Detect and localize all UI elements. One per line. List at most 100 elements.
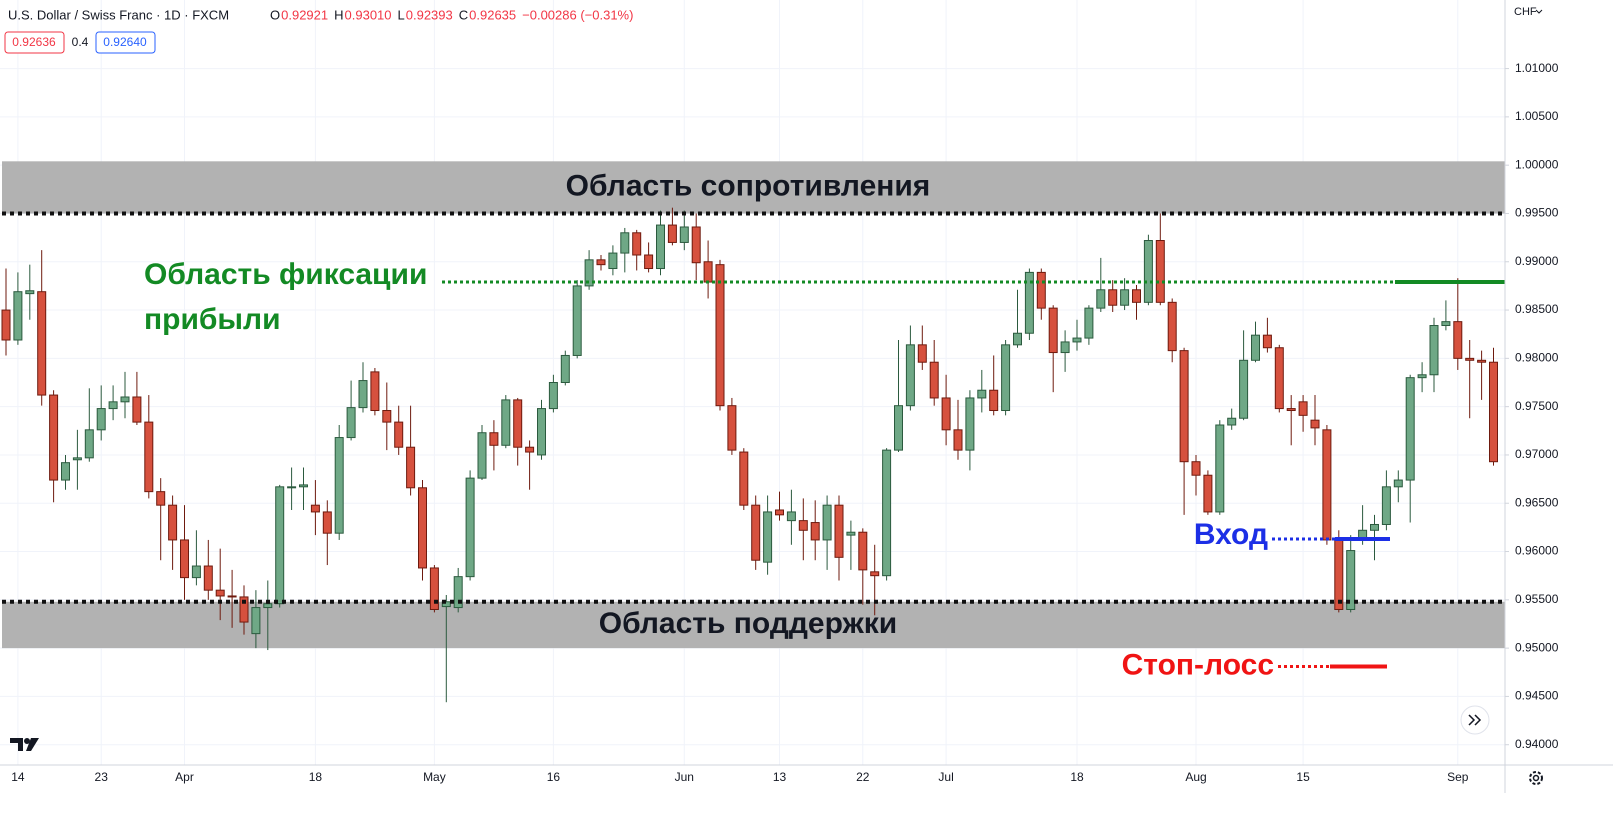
candle-body xyxy=(751,504,761,561)
candle-body xyxy=(941,397,951,431)
candle-body xyxy=(441,601,451,608)
candle-body xyxy=(275,486,285,605)
candle-body xyxy=(108,401,118,410)
candle-body xyxy=(1013,332,1022,346)
candle-body xyxy=(656,224,665,270)
candles xyxy=(1,207,1498,703)
candle-body xyxy=(501,399,511,446)
y-tick-label: 0.99000 xyxy=(1515,254,1559,268)
candle-body xyxy=(1120,289,1130,306)
candle-body xyxy=(1084,307,1094,339)
candle-body xyxy=(299,484,308,488)
candle-body xyxy=(513,399,523,448)
candle-body xyxy=(953,429,963,451)
candle-body xyxy=(156,491,166,506)
candle-body xyxy=(667,224,677,243)
candle-body xyxy=(739,451,749,506)
candle-body xyxy=(1203,474,1213,513)
candle-body xyxy=(96,408,106,431)
candle-body xyxy=(453,576,463,609)
candle-body xyxy=(358,380,368,409)
bid-badge[interactable] xyxy=(4,31,65,54)
candle-body xyxy=(894,405,903,451)
y-tick-label: 1.00500 xyxy=(1515,109,1559,123)
ask-badge[interactable] xyxy=(95,31,156,54)
candle-body xyxy=(679,226,689,243)
ohlc-key: O xyxy=(270,7,280,22)
annotations: Область сопротивления Область поддержки Об… xyxy=(2,169,1505,681)
candle-body xyxy=(168,504,178,541)
zone-band xyxy=(2,161,1505,214)
candle-body xyxy=(1346,550,1356,610)
x-tick-label: 15 xyxy=(1296,770,1310,784)
y-tick-label: 0.95000 xyxy=(1515,640,1559,654)
candle-body xyxy=(525,446,535,453)
spread: 0.4 xyxy=(72,35,89,49)
candle-body xyxy=(977,389,987,399)
x-tick-label: Apr xyxy=(175,770,194,784)
candle-body xyxy=(1298,401,1308,416)
ohlc-key: H xyxy=(334,7,343,22)
candle-body xyxy=(1001,344,1011,412)
y-tick-label: 0.98000 xyxy=(1515,351,1559,365)
currency-dropdown[interactable] xyxy=(1535,9,1543,14)
candle-body xyxy=(132,396,142,423)
candle-body xyxy=(382,410,392,423)
candle-body xyxy=(584,259,594,287)
y-tick-label: 0.97000 xyxy=(1515,447,1559,461)
y-tick-label: 0.94500 xyxy=(1515,689,1559,703)
candle-body xyxy=(394,421,404,448)
axes: 0.94000 0.94500 0.95000 0.95500 0.96000 0.965… xyxy=(11,61,1558,784)
candle-body xyxy=(1155,240,1165,303)
y-tick-label: 0.94000 xyxy=(1515,737,1559,751)
candle-body xyxy=(1334,539,1344,610)
candle-body xyxy=(1489,361,1498,463)
candle-body xyxy=(858,531,868,571)
candle-body xyxy=(715,264,725,407)
candle-body xyxy=(620,232,630,254)
candle-body xyxy=(477,432,487,479)
scroll-button[interactable] xyxy=(1460,705,1490,735)
candle-body xyxy=(1048,307,1058,354)
candle-body xyxy=(1370,523,1379,531)
candle-body xyxy=(786,511,796,522)
candle-body xyxy=(13,291,23,341)
candle-body xyxy=(1060,341,1070,354)
candle-body xyxy=(560,354,570,384)
candle-body xyxy=(1191,461,1201,476)
candle-body xyxy=(929,361,939,399)
ohlc-key: L xyxy=(398,7,405,22)
ask-price: 0.92640 xyxy=(103,35,147,49)
take-profit-label: Область фиксации xyxy=(144,258,427,291)
x-tick-label: 23 xyxy=(95,770,109,784)
candle-body xyxy=(215,589,225,597)
candle-body xyxy=(489,432,499,446)
candle-body xyxy=(406,446,416,489)
candle-body xyxy=(1286,408,1296,412)
candle-body xyxy=(989,389,999,412)
candle-body xyxy=(1405,377,1415,481)
candle-body xyxy=(548,382,558,410)
y-tick-label: 0.98500 xyxy=(1515,302,1559,316)
candle-body xyxy=(846,531,856,536)
candle-body xyxy=(1132,289,1141,303)
candle-body xyxy=(775,509,784,516)
candle-body xyxy=(572,285,582,356)
x-tick-label: 14 xyxy=(11,770,25,784)
candle-body xyxy=(537,408,546,456)
x-tick-label: Jul xyxy=(938,770,953,784)
candle-body xyxy=(596,259,606,266)
candle-body xyxy=(310,504,320,513)
candle-body xyxy=(763,511,773,563)
candle-body xyxy=(727,405,737,451)
x-tick-label: Sep xyxy=(1447,770,1469,784)
candle-body xyxy=(1274,347,1284,410)
currency[interactable]: CHF xyxy=(1514,6,1537,18)
candle-body xyxy=(203,565,213,591)
settings-button[interactable] xyxy=(1529,771,1543,785)
candle-body xyxy=(1179,350,1189,463)
candle-body xyxy=(1167,301,1177,352)
candle-body xyxy=(1036,271,1046,309)
candle-body xyxy=(917,344,927,363)
candle-body xyxy=(346,407,356,439)
